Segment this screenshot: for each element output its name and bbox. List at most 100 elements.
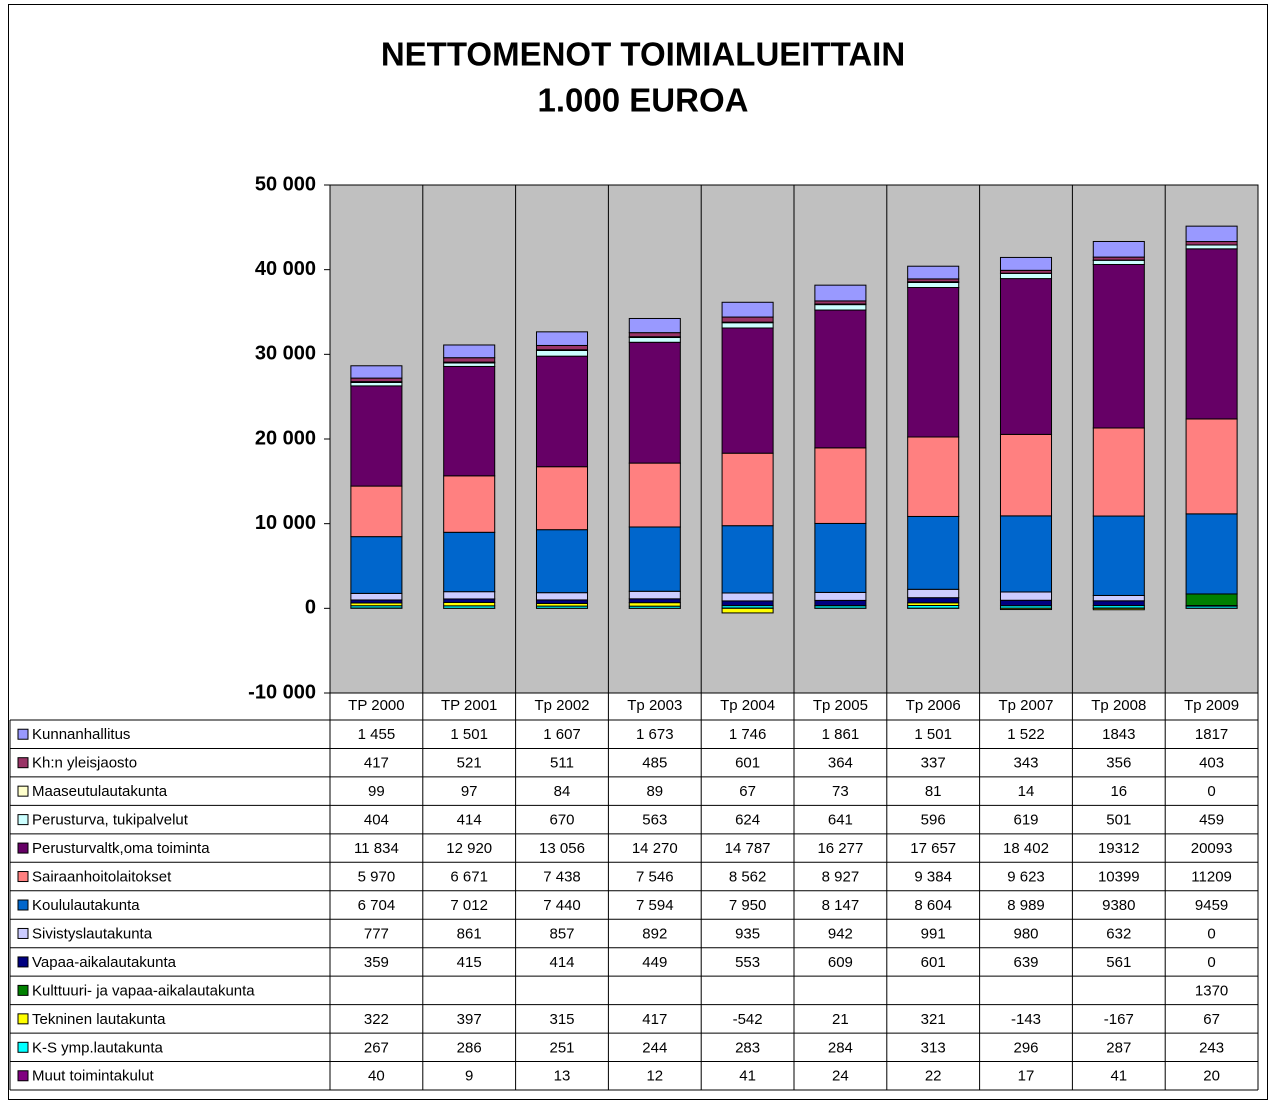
legend-key xyxy=(18,957,28,967)
table-value: 553 xyxy=(735,954,760,971)
table-value: 1 501 xyxy=(450,726,488,743)
table-value: 73 xyxy=(832,783,849,800)
bar-segment xyxy=(1000,592,1051,600)
table-value: 81 xyxy=(925,783,942,800)
table-value: 67 xyxy=(1203,1011,1220,1028)
table-value: 7 594 xyxy=(636,897,674,914)
legend-label: Sivistyslautakunta xyxy=(32,925,153,942)
legend-key xyxy=(18,872,28,882)
table-value: 414 xyxy=(549,954,574,971)
table-value: 892 xyxy=(642,925,667,942)
bar-segment xyxy=(908,266,959,279)
y-tick-label: 30 000 xyxy=(255,343,316,365)
bar-segment xyxy=(351,486,402,537)
table-value: 8 989 xyxy=(1007,897,1045,914)
table-value: 16 xyxy=(1110,783,1127,800)
table-value: 337 xyxy=(921,755,946,772)
bar-segment xyxy=(1000,434,1051,515)
table-value: 624 xyxy=(735,812,760,829)
bar-segment xyxy=(444,599,495,603)
table-value: 417 xyxy=(642,1011,667,1028)
table-value: 0 xyxy=(1207,925,1215,942)
table-value: 632 xyxy=(1106,925,1131,942)
table-value: 9380 xyxy=(1102,897,1135,914)
table-value: 7 012 xyxy=(450,897,488,914)
bar-segment xyxy=(722,593,773,601)
bar-segment xyxy=(1186,594,1237,606)
bar-segment xyxy=(1093,608,1144,609)
x-tick-label: Tp 2006 xyxy=(906,697,961,714)
bar-segment xyxy=(351,593,402,600)
chart-subtitle: 1.000 EUROA xyxy=(538,82,749,119)
table-value: 991 xyxy=(921,925,946,942)
table-value: 287 xyxy=(1106,1039,1131,1056)
table-value: 563 xyxy=(642,812,667,829)
table-value: 21 xyxy=(832,1011,849,1028)
bar-segment xyxy=(1000,273,1051,278)
table-value: 97 xyxy=(461,783,478,800)
legend-key xyxy=(18,729,28,739)
table-value: 11 834 xyxy=(354,840,399,857)
bar-segment xyxy=(1186,249,1237,419)
table-value: 321 xyxy=(921,1011,946,1028)
table-value: 18 402 xyxy=(1003,840,1049,857)
y-tick-label: 10 000 xyxy=(255,512,316,534)
table-value: 99 xyxy=(368,783,385,800)
bar-segment xyxy=(1000,257,1051,270)
legend-label: Perusturva, tukipalvelut xyxy=(32,812,189,829)
table-value: 6 671 xyxy=(450,869,488,886)
bar-segment xyxy=(536,600,587,604)
legend-key xyxy=(18,1042,28,1052)
bar-segment xyxy=(444,345,495,358)
table-value: 1 746 xyxy=(729,726,767,743)
table-value: 7 438 xyxy=(543,869,581,886)
table-value: 1817 xyxy=(1195,726,1228,743)
legend-key xyxy=(18,1071,28,1081)
bar-segment xyxy=(908,282,959,287)
bar-segment xyxy=(444,602,495,605)
bar-segment xyxy=(351,537,402,594)
table-value: 9 623 xyxy=(1007,869,1045,886)
bar-segment xyxy=(908,516,959,589)
bar-segment xyxy=(351,382,402,385)
bar-segment xyxy=(815,592,866,600)
table-value: 12 920 xyxy=(446,840,492,857)
chart-title: NETTOMENOT TOIMIALUEITTAIN xyxy=(381,36,905,73)
table-value: 935 xyxy=(735,925,760,942)
bar-segment xyxy=(722,526,773,593)
table-value: -167 xyxy=(1104,1011,1134,1028)
table-value: 501 xyxy=(1106,812,1131,829)
table-value: 7 950 xyxy=(729,897,767,914)
table-value: 359 xyxy=(364,954,389,971)
table-value: 24 xyxy=(832,1068,849,1085)
table-value: 244 xyxy=(642,1039,667,1056)
table-value: 596 xyxy=(921,812,946,829)
y-tick-label: -10 000 xyxy=(248,681,316,703)
bar-segment xyxy=(815,285,866,301)
bar-segment xyxy=(444,363,495,367)
table-value: 980 xyxy=(1013,925,1038,942)
table-value: 0 xyxy=(1207,954,1215,971)
table-value: 20 xyxy=(1203,1068,1220,1085)
legend-label: Tekninen lautakunta xyxy=(32,1011,166,1028)
legend-key xyxy=(18,815,28,825)
bar-segment xyxy=(1093,601,1144,606)
bar-segment xyxy=(444,592,495,599)
bar-segment xyxy=(908,589,959,597)
legend-key xyxy=(18,843,28,853)
bar-segment xyxy=(722,601,773,606)
bar-segment xyxy=(1093,264,1144,428)
table-value: -143 xyxy=(1011,1011,1041,1028)
bar-segment xyxy=(1186,514,1237,594)
table-value: 861 xyxy=(457,925,482,942)
bar-segment xyxy=(536,530,587,593)
legend-label: Sairaanhoitolaitokset xyxy=(32,869,172,886)
table-value: 619 xyxy=(1013,812,1038,829)
bar-segment xyxy=(629,318,680,332)
bar-segment xyxy=(908,288,959,437)
table-value: 89 xyxy=(646,783,663,800)
table-value: 356 xyxy=(1106,755,1131,772)
table-value: 11209 xyxy=(1191,869,1232,886)
table-value: 8 604 xyxy=(914,897,952,914)
table-value: 267 xyxy=(364,1039,389,1056)
